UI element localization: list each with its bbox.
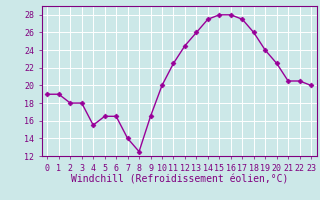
X-axis label: Windchill (Refroidissement éolien,°C): Windchill (Refroidissement éolien,°C) [70,174,288,184]
